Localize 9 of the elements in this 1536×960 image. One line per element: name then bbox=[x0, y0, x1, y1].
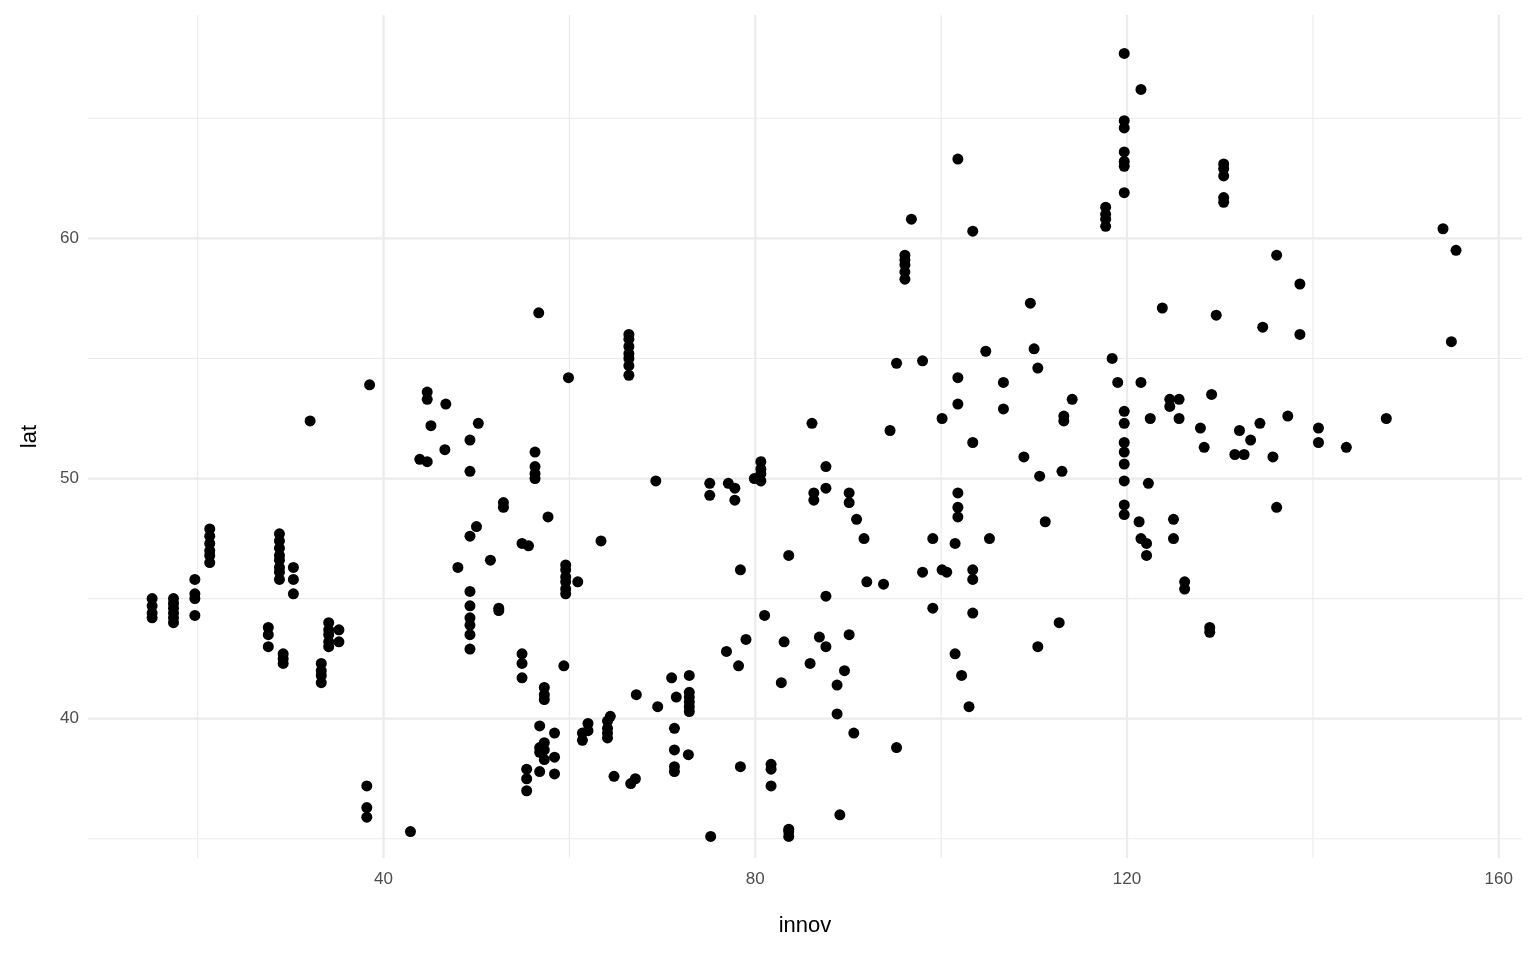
y-tick-label: 40 bbox=[60, 708, 79, 728]
y-tick-label: 60 bbox=[60, 227, 79, 247]
x-tick-label: 160 bbox=[1484, 869, 1513, 889]
y-axis-title: lat bbox=[16, 424, 41, 449]
x-tick-label: 80 bbox=[745, 869, 765, 889]
x-tick-label: 120 bbox=[1112, 869, 1142, 889]
x-tick-label: 40 bbox=[374, 869, 393, 889]
x-axis-title: innov bbox=[778, 912, 832, 937]
y-tick-label: 50 bbox=[60, 468, 79, 488]
